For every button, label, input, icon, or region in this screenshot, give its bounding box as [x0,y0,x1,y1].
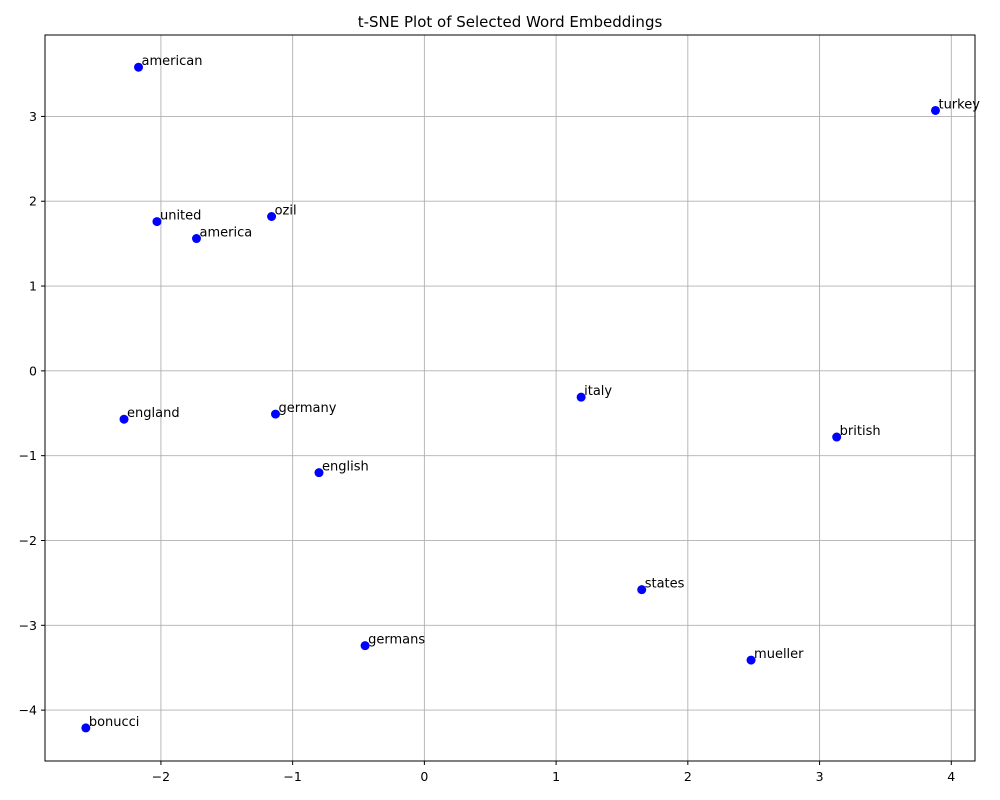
data-point-united [152,217,162,227]
y-tick-label: 1 [29,279,37,294]
data-point-states [637,585,647,595]
y-tick-label: −2 [19,533,37,548]
grid-lines [45,35,975,761]
plot-frame [44,34,976,762]
x-tick-label: 2 [684,769,692,784]
y-tick-label: 2 [29,194,37,209]
point-label-british: british [840,424,881,439]
point-label-states: states [645,577,685,592]
y-tick-label: −1 [19,448,37,463]
point-label-italy: italy [584,384,612,399]
y-tick-label: −4 [19,703,37,718]
axis-ticks: −2 −1 0 1 2 3 4 −4 −3 −2 −1 0 1 2 3 [19,109,956,784]
point-labels: american turkey united ozil america italy engl… [89,54,980,730]
y-tick-label: 3 [29,109,37,124]
x-tick-label: 3 [816,769,824,784]
data-point-ozil [267,212,277,221]
point-label-united: united [160,209,201,224]
point-label-germans: germans [368,633,425,648]
point-label-ozil: ozil [275,204,297,219]
data-point-turkey [930,105,940,115]
point-label-american: american [142,54,203,69]
x-tick-label: 1 [552,769,560,784]
x-tick-label: −1 [283,769,301,784]
point-label-mueller: mueller [754,647,804,662]
point-label-english: english [322,460,369,475]
x-tick-label: 0 [420,769,428,784]
data-point-bonucci [81,723,91,733]
point-label-england: england [127,406,180,421]
point-label-bonucci: bonucci [89,715,140,730]
data-point-english [314,468,324,478]
y-tick-label: 0 [29,363,37,378]
point-label-america: america [199,226,252,241]
point-label-germany: germany [279,401,337,416]
data-point-mueller [746,655,756,665]
point-label-turkey: turkey [938,97,980,112]
data-points [81,62,940,733]
data-point-america [191,234,201,244]
data-point-british [832,432,842,442]
data-point-england [119,414,129,424]
data-point-germany [271,409,281,419]
x-tick-label: 4 [947,769,955,784]
y-tick-label: −3 [19,618,37,633]
data-point-germans [360,641,370,651]
x-tick-label: −2 [152,769,170,784]
data-point-italy [576,392,586,402]
chart-title: t-SNE Plot of Selected Word Embeddings [358,13,663,31]
data-point-american [134,62,144,72]
